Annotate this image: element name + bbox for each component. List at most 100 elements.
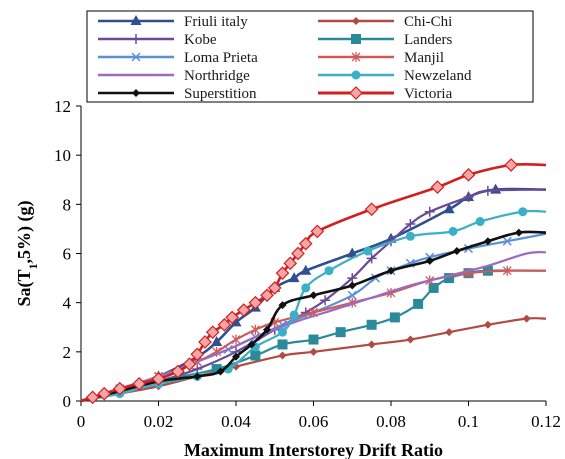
y-axis-title-main: Sa(T	[14, 269, 35, 306]
data-point-kobe	[320, 295, 331, 306]
data-point-landers	[366, 319, 377, 330]
legend-item-superstition: Superstition	[98, 86, 257, 102]
legend-label: Superstition	[184, 86, 257, 102]
data-point-superstition	[425, 256, 434, 265]
data-point-friuli-italy	[300, 264, 312, 275]
data-point-victoria	[171, 364, 185, 379]
legend-marker	[131, 52, 141, 62]
legend-label: Kobe	[184, 32, 217, 48]
x-tick-label: 0.04	[221, 412, 251, 431]
data-point-victoria	[430, 180, 445, 194]
data-point-kobe	[482, 185, 493, 196]
data-point-kobe	[366, 253, 377, 264]
data-point-chi-chi	[406, 335, 415, 344]
data-point-victoria	[190, 347, 205, 362]
legend-marker	[351, 52, 361, 62]
x-tick-label: 0.06	[299, 412, 329, 431]
legend-label: Chi-Chi	[404, 14, 452, 30]
data-point-landers	[444, 273, 455, 284]
legend: Friuli italy Chi-Chi Kobe Landers Loma Priet…	[86, 10, 534, 103]
data-point-victoria	[504, 158, 518, 172]
data-point-newzeland	[301, 283, 311, 293]
series-superstition	[80, 228, 547, 403]
data-point-landers	[389, 312, 400, 323]
series-line-chi-chi	[80, 317, 547, 403]
data-point-superstition	[193, 372, 202, 381]
data-point-manjil	[502, 265, 512, 276]
legend-marker	[351, 70, 361, 80]
data-point-kobe	[347, 273, 358, 284]
data-point-landers	[308, 334, 319, 345]
series-newzeland	[80, 207, 547, 403]
data-point-loma-prieta	[502, 236, 512, 246]
legend-marker	[130, 15, 142, 25]
y-axis-title-rest: ,5%) (g)	[14, 200, 35, 263]
data-point-newzeland	[518, 207, 528, 217]
data-point-victoria	[461, 167, 476, 182]
legend-label: Newzeland	[404, 68, 472, 84]
data-point-newzeland	[278, 327, 287, 337]
data-point-kobe	[405, 219, 416, 229]
data-point-friuli-italy	[211, 336, 223, 346]
data-point-newzeland	[448, 226, 458, 236]
data-point-chi-chi	[445, 328, 454, 337]
data-point-victoria	[97, 386, 112, 401]
data-point-victoria	[151, 372, 166, 386]
y-tick-label: 6	[63, 245, 72, 264]
data-point-landers	[428, 282, 439, 293]
x-tick-label: 0.08	[376, 412, 406, 431]
data-point-victoria	[112, 381, 127, 396]
legend-marker	[352, 17, 360, 25]
data-point-superstition	[216, 367, 225, 376]
data-point-superstition	[309, 291, 318, 300]
legend-marker	[132, 89, 140, 97]
data-point-superstition	[452, 247, 461, 256]
legend-item-kobe: Kobe	[98, 32, 217, 48]
data-point-manjil	[250, 324, 260, 335]
data-point-victoria	[283, 256, 298, 271]
data-point-newzeland	[324, 266, 334, 276]
legend-item-chi-chi: Chi-Chi	[318, 14, 452, 30]
y-axis-title-sub: 1	[26, 263, 40, 269]
data-point-victoria	[225, 310, 239, 325]
legend-item-manjil: Manjil	[318, 50, 444, 66]
y-tick-label: 8	[63, 195, 72, 214]
legend-item-friuli-italy: Friuli italy	[98, 14, 248, 30]
data-point-friuli-italy	[288, 272, 300, 283]
data-point-victoria	[260, 288, 274, 303]
data-point-victoria	[364, 202, 379, 217]
data-point-landers	[277, 339, 288, 350]
legend-label: Loma Prieta	[184, 50, 258, 66]
data-point-landers	[211, 364, 222, 375]
data-point-newzeland	[363, 246, 373, 256]
data-point-chi-chi	[278, 351, 287, 360]
series-northridge	[80, 250, 547, 403]
legend-marker	[131, 34, 141, 44]
legend-item-landers: Landers	[318, 32, 452, 48]
legend-label: Victoria	[404, 86, 453, 102]
data-point-newzeland	[405, 231, 415, 241]
data-point-superstition	[247, 340, 256, 349]
data-point-victoria	[291, 246, 305, 261]
data-point-kobe	[463, 191, 474, 202]
data-point-landers	[250, 350, 261, 361]
series-line-northridge	[80, 250, 547, 403]
data-point-victoria	[198, 335, 212, 349]
data-point-friuli-italy	[443, 203, 455, 214]
data-point-superstition	[348, 281, 357, 290]
x-axis-title: Maximum Interstorey Drift Ratio	[184, 440, 443, 459]
data-point-chi-chi	[367, 340, 376, 349]
axes: 0 2 4 6 8 10 12 0 0.02 0.04 0.06 0.08 0.1 0.12	[54, 97, 561, 431]
data-point-chi-chi	[522, 314, 531, 323]
data-point-newzeland	[475, 217, 485, 227]
y-tick-label: 4	[63, 294, 72, 313]
legend-item-newzeland: Newzeland	[318, 68, 472, 84]
series-layer	[80, 158, 547, 405]
y-tick-label: 2	[63, 343, 72, 362]
series-chi-chi	[80, 314, 547, 403]
legend-item-northridge: Northridge	[98, 68, 250, 84]
series-line-newzeland	[80, 209, 547, 403]
legend-item-loma-prieta: Loma Prieta	[98, 50, 258, 66]
data-point-landers	[335, 327, 346, 338]
data-point-superstition	[514, 228, 523, 237]
